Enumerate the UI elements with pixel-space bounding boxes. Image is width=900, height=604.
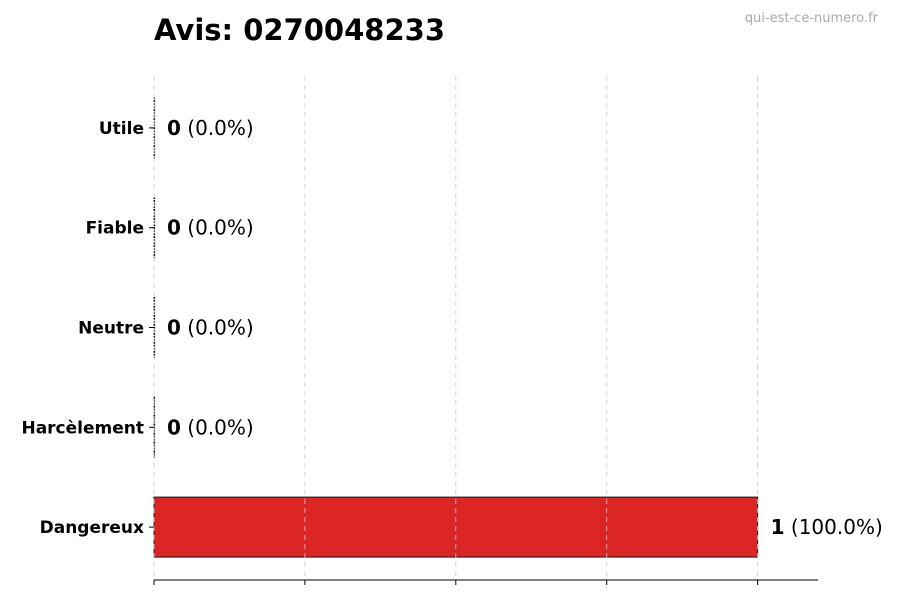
- value-label: 0: [167, 216, 181, 240]
- category-label: Fiable: [86, 219, 144, 239]
- watermark: qui-est-ce-numero.fr: [745, 11, 879, 26]
- percent-label: (100.0%): [785, 515, 883, 539]
- value-label: 0: [167, 116, 181, 140]
- chart-title: Avis: 0270048233: [154, 13, 445, 47]
- data-label: 0 (0.0%): [167, 116, 254, 140]
- data-label: 0 (0.0%): [167, 316, 254, 340]
- data-label: 0 (0.0%): [167, 415, 254, 439]
- data-label: 1 (100.0%): [771, 515, 883, 539]
- percent-label: (0.0%): [181, 415, 254, 439]
- percent-label: (0.0%): [181, 316, 254, 340]
- data-label: 0 (0.0%): [167, 216, 254, 240]
- value-label: 1: [771, 515, 785, 539]
- percent-label: (0.0%): [181, 216, 254, 240]
- category-label: Harcèlement: [21, 418, 144, 438]
- category-label: Neutre: [78, 319, 144, 339]
- value-label: 0: [167, 316, 181, 340]
- category-label: Utile: [99, 119, 144, 139]
- value-label: 0: [167, 415, 181, 439]
- category-label: Dangereux: [40, 518, 144, 538]
- percent-label: (0.0%): [181, 116, 254, 140]
